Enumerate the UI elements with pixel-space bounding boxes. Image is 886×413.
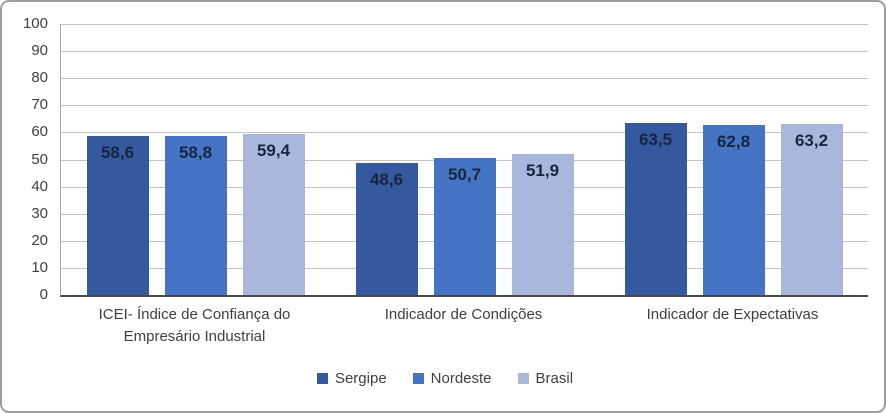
x-category-label: Indicador de Condições [384, 306, 543, 323]
x-category-label: Indicador de Expectativas [646, 306, 819, 323]
gridline [61, 105, 868, 107]
legend-swatch [316, 373, 328, 384]
bar-nordeste: 58,8 [164, 135, 227, 295]
y-tick-label: 0 [39, 286, 48, 303]
y-tick-label: 20 [31, 231, 48, 249]
gridline [61, 24, 868, 25]
legend: Sergipe Nordeste Brasil [2, 370, 884, 387]
legend-item-brasil: Brasil [517, 370, 574, 387]
bar-value-label: 48,6 [369, 170, 404, 190]
bar-value-label: 51,9 [525, 161, 560, 181]
gridline [61, 51, 868, 53]
bar-value-label: 50,7 [447, 164, 482, 184]
bar-nordeste: 50,7 [433, 157, 496, 295]
y-tick-label: 40 [31, 177, 48, 195]
y-axis: 0 10 20 30 40 50 60 70 80 90 100 [2, 15, 54, 303]
bar-group: 63,5 62,8 63,2 [599, 24, 868, 295]
y-tick-label: 90 [31, 42, 48, 60]
bar-brasil: 63,2 [780, 123, 843, 295]
y-tick-label: 70 [31, 96, 48, 114]
bar-value-label: 62,8 [716, 131, 751, 151]
x-category-label: ICEI- Índice de Confiança do Empresário … [98, 306, 291, 345]
y-tick-label: 60 [31, 123, 48, 141]
x-axis: ICEI- Índice de Confiança do Empresário … [60, 304, 867, 348]
bar-brasil: 59,4 [242, 134, 305, 295]
bar-group: 48,6 50,7 51,9 [330, 24, 599, 295]
legend-swatch [517, 373, 529, 384]
legend-label: Sergipe [334, 370, 387, 387]
bar-sergipe: 63,5 [624, 122, 687, 295]
y-tick-label: 50 [31, 150, 48, 168]
bar-value-label: 63,5 [638, 129, 673, 149]
bar-group: 58,6 58,8 59,4 [61, 24, 330, 295]
legend-label: Brasil [535, 370, 574, 387]
bar-value-label: 58,6 [100, 143, 135, 163]
bar-value-label: 63,2 [794, 130, 829, 150]
legend-item-nordeste: Nordeste [412, 370, 492, 387]
bar-value-label: 59,4 [256, 141, 291, 161]
legend-swatch [412, 373, 424, 384]
bar-brasil: 51,9 [511, 154, 574, 295]
legend-label: Nordeste [430, 370, 492, 387]
y-tick-label: 30 [31, 204, 48, 222]
bar-value-label: 58,8 [178, 142, 213, 162]
y-tick-label: 10 [31, 258, 48, 276]
plot-area: 58,6 58,8 59,4 48,6 50,7 51,9 63,5 62,8 63,2 [60, 24, 868, 297]
y-tick-label: 100 [22, 15, 48, 32]
gridline [61, 78, 868, 80]
y-tick-label: 80 [31, 69, 48, 87]
bar-sergipe: 58,6 [86, 136, 149, 295]
bar-sergipe: 48,6 [355, 163, 418, 295]
legend-item-sergipe: Sergipe [316, 370, 387, 387]
bar-nordeste: 62,8 [702, 124, 765, 295]
gridline [61, 132, 868, 134]
